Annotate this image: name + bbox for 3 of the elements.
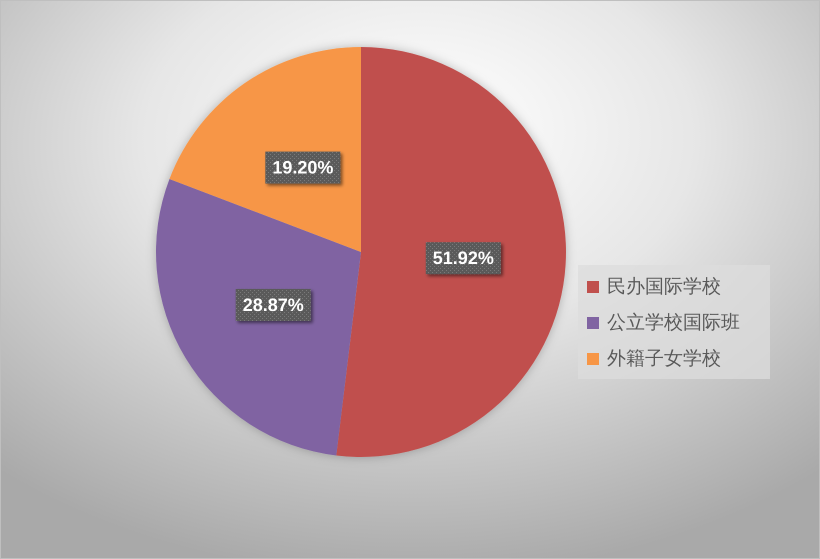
data-label: 19.20% [272, 158, 334, 178]
data-label: 28.87% [242, 294, 304, 315]
data-label: 51.92% [432, 248, 494, 268]
